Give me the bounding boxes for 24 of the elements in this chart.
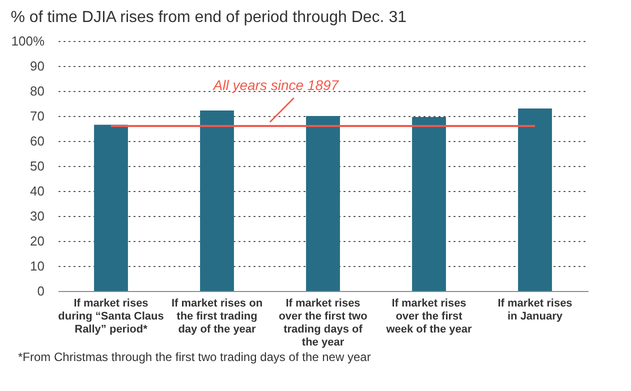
- ref-line-label: All years since 1897: [212, 77, 340, 93]
- y-tick-label: 30: [30, 208, 44, 224]
- y-tick-label: 40: [30, 184, 44, 198]
- bar: [518, 108, 552, 291]
- y-tick-label: 20: [30, 234, 44, 248]
- y-tick-label: 100%: [11, 34, 45, 48]
- y-tick-label: 0: [37, 284, 44, 298]
- bar: [412, 117, 446, 291]
- bar: [94, 124, 128, 291]
- y-tick-label: 80: [30, 84, 44, 98]
- y-tick-label: 10: [30, 258, 44, 274]
- y-tick-label: 90: [30, 58, 44, 74]
- chart-title: % of time DJIA rises from end of period through Dec. 31: [10, 9, 407, 26]
- x-tick-label: If market rises in January: [498, 298, 572, 322]
- y-tick-label: 60: [30, 134, 44, 148]
- x-tick-label: If market rises on the first trading day of the year: [171, 298, 263, 336]
- bar: [306, 116, 340, 291]
- y-tick-label: 70: [30, 108, 44, 124]
- y-tick-label: 50: [30, 158, 44, 174]
- text: *From Christmas through the first two trading days of the new year: [18, 350, 371, 364]
- bar: [200, 110, 234, 291]
- x-tick-label: If market rises during “Santa Claus Rally” period*: [58, 298, 164, 336]
- x-tick-label: If market rises over the first two trading days of the year: [278, 298, 368, 348]
- x-tick-label: If market rises over the first week of the year: [385, 298, 473, 336]
